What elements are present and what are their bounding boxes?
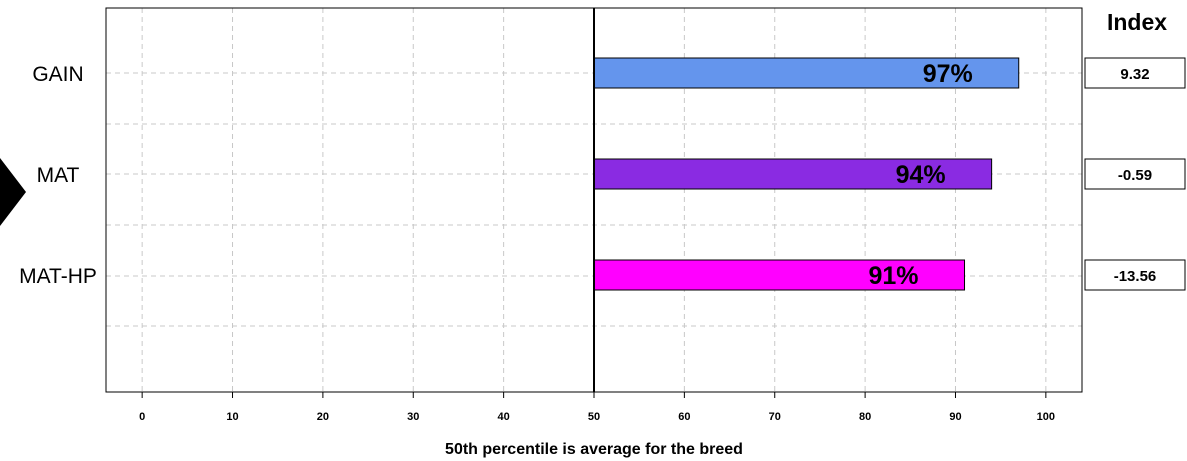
x-tick-label: 80 xyxy=(859,411,871,423)
x-tick-label: 0 xyxy=(139,411,145,423)
index-value: -0.59 xyxy=(1118,167,1152,184)
index-box xyxy=(1084,158,1186,190)
x-tick-label: 30 xyxy=(407,411,419,423)
bar-value-label: 97% xyxy=(923,60,973,88)
x-axis-ticks: 0 10 20 30 40 50 60 70 80 90 100 xyxy=(139,392,1055,423)
x-tick-label: 20 xyxy=(317,411,329,423)
x-tick-label: 40 xyxy=(498,411,510,423)
x-tick-label: 90 xyxy=(949,411,961,423)
index-box xyxy=(1084,259,1186,291)
x-tick-label: 10 xyxy=(226,411,238,423)
category-label: GAIN xyxy=(32,63,83,86)
index-box xyxy=(1084,57,1186,89)
x-axis-label: 50th percentile is average for the breed xyxy=(445,441,743,458)
x-tick-label: 50 xyxy=(588,411,600,423)
selected-row-arrow-icon xyxy=(0,158,26,226)
bar-value-label: 91% xyxy=(868,262,918,290)
category-label: MAT-HP xyxy=(19,265,97,288)
index-values: 9.32 -0.59 -13.56 xyxy=(1084,57,1186,291)
category-label: MAT xyxy=(37,164,80,187)
index-title: Index xyxy=(1107,9,1167,35)
x-tick-label: 100 xyxy=(1037,411,1055,423)
index-value: -13.56 xyxy=(1114,268,1157,285)
bar-value-label: 94% xyxy=(896,161,946,189)
x-tick-label: 60 xyxy=(678,411,690,423)
x-tick-label: 70 xyxy=(769,411,781,423)
category-labels: GAIN MAT MAT-HP xyxy=(19,63,97,288)
index-value: 9.32 xyxy=(1120,66,1149,83)
